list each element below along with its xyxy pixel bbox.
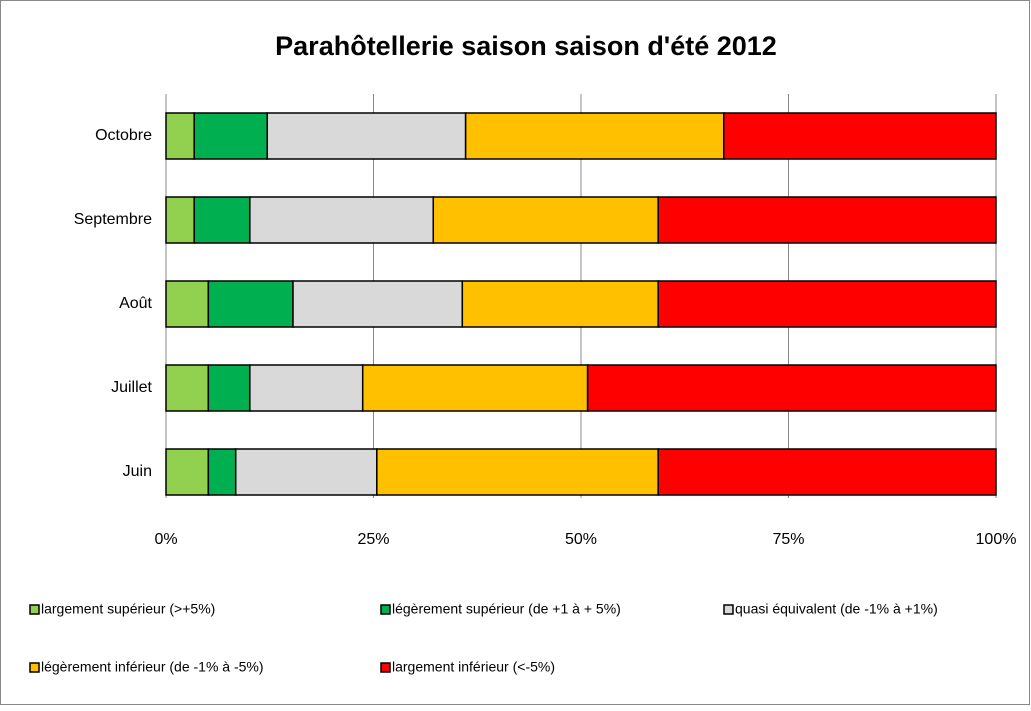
y-tick-label: Juillet (111, 379, 152, 396)
bar-segment (193, 196, 251, 244)
y-tick-label: Juin (123, 463, 152, 480)
x-tick-label: 50% (565, 531, 597, 548)
bar-segment (165, 196, 195, 244)
bar-segment (207, 280, 294, 328)
bar-segment (165, 448, 210, 496)
bar-segment (586, 364, 997, 412)
x-tick-label: 75% (772, 531, 804, 548)
y-tick-label: Octobre (95, 127, 152, 144)
bar-segment (249, 196, 435, 244)
x-tick-label: 0% (154, 531, 177, 548)
bar-segment (464, 112, 725, 160)
bar-segment (432, 196, 659, 244)
bar-segment (207, 448, 237, 496)
bar-segment (234, 448, 378, 496)
bar-segment (657, 280, 997, 328)
legend-swatch (29, 662, 40, 673)
legend-label: largement supérieur (>+5%) (41, 601, 215, 617)
y-tick-label: Septembre (74, 211, 152, 228)
bar-segment (723, 112, 997, 160)
bar-segment (657, 448, 997, 496)
bar-segment (165, 112, 195, 160)
legend-swatch (29, 604, 40, 615)
legend-label: légèrement supérieur (de +1 à + 5%) (392, 601, 621, 617)
bar-segment (266, 112, 467, 160)
bar-segment (376, 448, 659, 496)
bar-segment (193, 112, 269, 160)
legend-swatch (380, 604, 391, 615)
x-tick-label: 25% (357, 531, 389, 548)
bar-segment (657, 196, 997, 244)
legend-swatch (380, 662, 391, 673)
bar-segment (461, 280, 659, 328)
y-tick-label: Août (119, 295, 152, 312)
bar-segment (165, 280, 210, 328)
legend-label: largement inférieur (<-5%) (392, 659, 555, 675)
bar-segment (292, 280, 464, 328)
legend-label: légèrement inférieur (de -1% à -5%) (41, 659, 264, 675)
bar-segment (165, 364, 210, 412)
legend-swatch (723, 604, 734, 615)
chart-title: Parahôtellerie saison saison d'été 2012 (275, 31, 777, 61)
bar-segment (361, 364, 589, 412)
bar-segment (249, 364, 364, 412)
legend-label: quasi équivalent (de -1% à +1%) (735, 601, 938, 617)
bar-segment (207, 364, 251, 412)
x-tick-label: 100% (976, 531, 1017, 548)
